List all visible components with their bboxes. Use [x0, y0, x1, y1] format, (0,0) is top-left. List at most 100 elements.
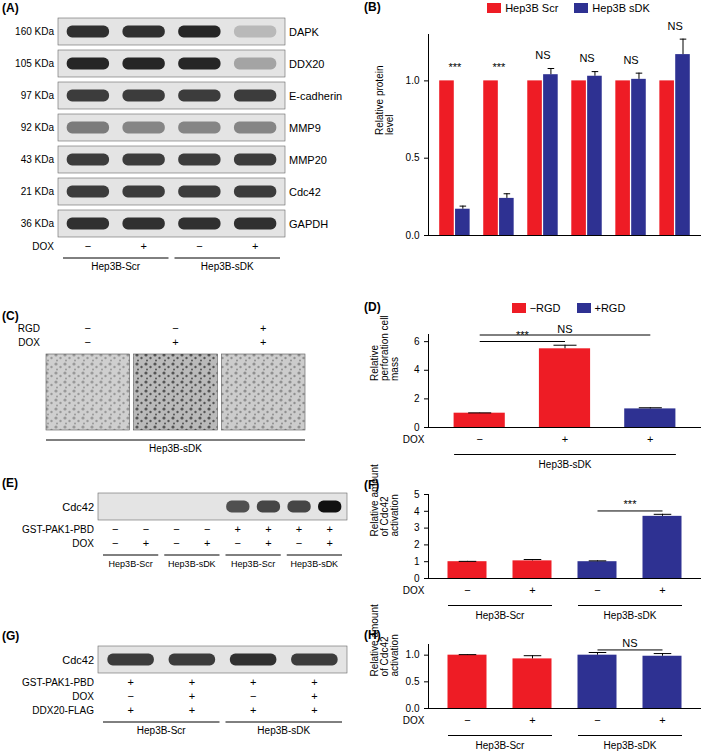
svg-text:160 KDa: 160 KDa	[15, 26, 54, 37]
svg-text:1.0: 1.0	[406, 649, 420, 660]
svg-text:−: −	[464, 714, 470, 726]
svg-text:Relative proteinlevel: Relative proteinlevel	[374, 66, 395, 135]
svg-text:−: −	[250, 690, 256, 702]
svg-text:0: 0	[414, 573, 420, 584]
svg-text:Hep3B-Scr: Hep3B-Scr	[109, 559, 153, 569]
svg-text:+: +	[529, 714, 535, 726]
svg-text:21 KDa: 21 KDa	[21, 186, 55, 197]
svg-text:(E): (E)	[2, 476, 18, 490]
svg-text:Hep3B-sDK: Hep3B-sDK	[291, 559, 339, 569]
svg-text:Hep3B-sDK: Hep3B-sDK	[168, 559, 216, 569]
svg-text:Hep3B-Scr: Hep3B-Scr	[137, 725, 187, 736]
svg-text:+: +	[647, 433, 653, 445]
svg-text:−: −	[85, 322, 91, 334]
svg-text:Hep3B-Scr: Hep3B-Scr	[91, 261, 141, 272]
svg-text:97 KDa: 97 KDa	[21, 90, 55, 101]
svg-text:+: +	[562, 433, 568, 445]
svg-text:+: +	[252, 240, 258, 252]
svg-text:MMP9: MMP9	[289, 122, 321, 134]
svg-text:1.0: 1.0	[406, 75, 420, 86]
svg-text:5: 5	[414, 489, 420, 500]
svg-text:Hep3B-Scr: Hep3B-Scr	[231, 559, 275, 569]
svg-text:2: 2	[414, 539, 420, 550]
svg-text:0.0: 0.0	[406, 703, 420, 714]
svg-text:NS: NS	[557, 323, 572, 335]
svg-text:DOX: DOX	[72, 538, 94, 549]
svg-text:−: −	[296, 537, 302, 549]
svg-text:+: +	[127, 676, 133, 688]
svg-text:4: 4	[414, 506, 420, 517]
svg-text:+: +	[311, 676, 317, 688]
svg-text:Cdc42: Cdc42	[289, 186, 321, 198]
svg-text:−: −	[143, 523, 149, 535]
svg-text:Hep3B-sDK: Hep3B-sDK	[604, 610, 657, 621]
svg-text:−: −	[204, 523, 210, 535]
svg-text:GST-PAK1-PBD: GST-PAK1-PBD	[22, 677, 94, 688]
svg-text:Cdc42: Cdc42	[62, 654, 94, 666]
svg-text:0.5: 0.5	[406, 152, 420, 163]
svg-text:Hep3B-sDK: Hep3B-sDK	[257, 725, 310, 736]
svg-text:+: +	[260, 336, 266, 348]
svg-text:***: ***	[516, 329, 530, 341]
svg-text:3: 3	[414, 522, 420, 533]
svg-text:+: +	[265, 537, 271, 549]
svg-text:NS: NS	[667, 20, 682, 32]
svg-text:+: +	[529, 584, 535, 596]
svg-text:−: −	[464, 584, 470, 596]
svg-text:0: 0	[414, 422, 420, 433]
svg-text:MMP20: MMP20	[289, 154, 327, 166]
svg-text:NS: NS	[623, 54, 638, 66]
svg-text:DOX: DOX	[403, 715, 425, 726]
svg-text:6: 6	[414, 336, 420, 347]
svg-text:NS: NS	[535, 49, 550, 61]
svg-text:+: +	[189, 690, 195, 702]
svg-text:+: +	[265, 523, 271, 535]
svg-text:−: −	[476, 433, 482, 445]
svg-text:+: +	[326, 523, 332, 535]
svg-text:DDX20: DDX20	[289, 58, 324, 70]
svg-text:DDX20-FLAG: DDX20-FLAG	[32, 705, 94, 716]
svg-text:−: −	[235, 537, 241, 549]
svg-text:DOX: DOX	[18, 337, 40, 348]
svg-text:−: −	[196, 240, 202, 252]
svg-text:***: ***	[624, 498, 638, 510]
svg-text:43 KDa: 43 KDa	[21, 154, 55, 165]
svg-text:GST-PAK1-PBD: GST-PAK1-PBD	[22, 524, 94, 535]
svg-text:−: −	[173, 537, 179, 549]
svg-text:2: 2	[414, 393, 420, 404]
svg-text:+: +	[143, 537, 149, 549]
svg-text:+: +	[189, 676, 195, 688]
svg-text:***: ***	[493, 61, 507, 73]
svg-text:Hep3B-Scr: Hep3B-Scr	[476, 740, 526, 751]
svg-text:−: −	[112, 537, 118, 549]
svg-text:NS: NS	[622, 637, 637, 649]
svg-text:+: +	[127, 704, 133, 716]
svg-text:−: −	[594, 714, 600, 726]
svg-text:+: +	[235, 523, 241, 535]
svg-text:+: +	[250, 676, 256, 688]
svg-text:(G): (G)	[2, 629, 19, 643]
svg-text:+: +	[659, 584, 665, 596]
svg-text:−: −	[85, 336, 91, 348]
svg-text:92 KDa: 92 KDa	[21, 122, 55, 133]
svg-text:−: −	[172, 322, 178, 334]
svg-text:E-cadherin: E-cadherin	[289, 90, 342, 102]
svg-text:−: −	[85, 240, 91, 252]
svg-text:***: ***	[448, 61, 462, 73]
svg-text:+: +	[250, 704, 256, 716]
svg-text:−: −	[173, 523, 179, 535]
svg-text:DOX: DOX	[72, 691, 94, 702]
svg-text:DOX: DOX	[403, 585, 425, 596]
svg-text:Relativeperforation cellmass: Relativeperforation cellmass	[369, 315, 400, 381]
svg-text:+: +	[140, 240, 146, 252]
svg-text:+: +	[311, 704, 317, 716]
svg-text:NS: NS	[579, 52, 594, 64]
svg-text:4: 4	[414, 364, 420, 375]
svg-text:+: +	[311, 690, 317, 702]
svg-text:Hep3B-sDK: Hep3B-sDK	[539, 459, 592, 470]
svg-text:+: +	[204, 537, 210, 549]
svg-text:Hep3B-sDK: Hep3B-sDK	[201, 261, 254, 272]
svg-text:105 KDa: 105 KDa	[15, 58, 54, 69]
svg-text:−: −	[594, 584, 600, 596]
svg-text:+: +	[326, 537, 332, 549]
